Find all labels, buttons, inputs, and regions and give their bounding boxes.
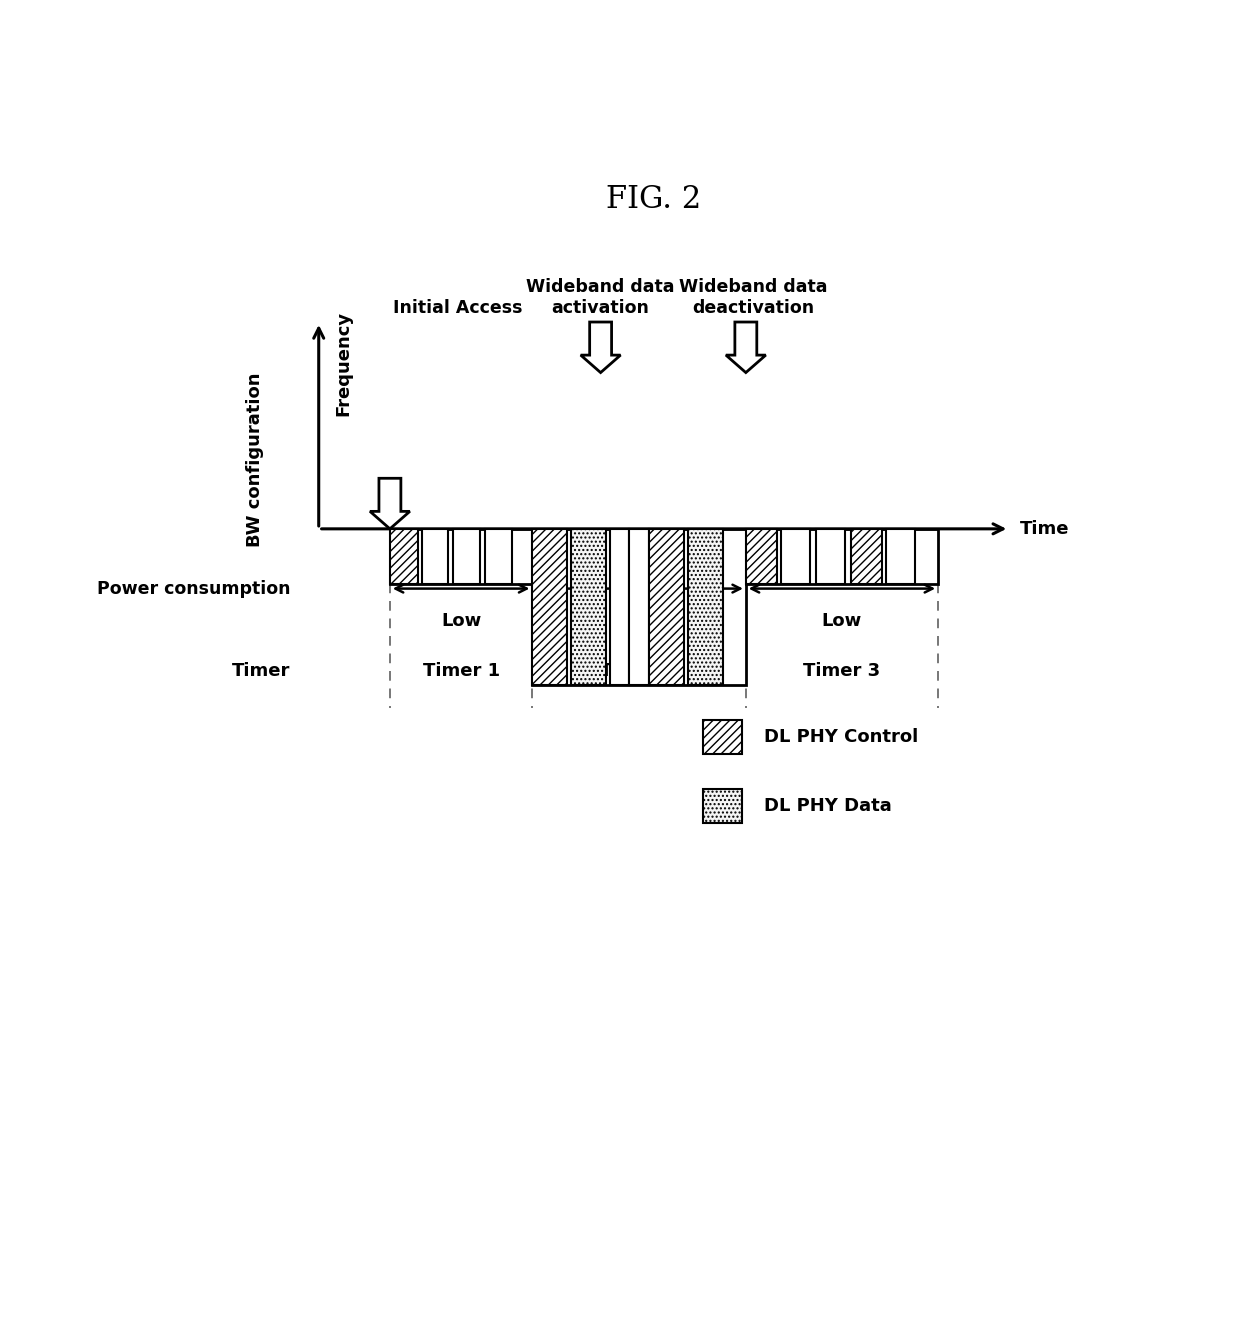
Bar (703, 788, 743, 823)
Text: Timer 2: Timer 2 (600, 662, 677, 681)
Bar (389, 529, 418, 584)
Bar (453, 529, 480, 584)
Text: Wideband data
deactivation: Wideband data deactivation (678, 278, 827, 317)
Bar (745, 529, 937, 584)
Text: Low: Low (822, 611, 862, 630)
Polygon shape (370, 478, 410, 529)
Polygon shape (725, 322, 766, 372)
Bar (630, 529, 649, 685)
Polygon shape (580, 322, 620, 372)
Bar (649, 529, 683, 685)
Text: High: High (616, 611, 662, 630)
Bar (703, 720, 743, 753)
Text: BW configuration: BW configuration (246, 372, 264, 547)
Bar (688, 529, 723, 685)
Bar (610, 529, 630, 685)
Text: Time: Time (1019, 520, 1069, 537)
Bar (851, 529, 882, 584)
Bar (816, 529, 846, 584)
Bar (572, 529, 606, 685)
Bar (422, 529, 449, 584)
Bar (389, 529, 532, 584)
Bar (745, 529, 777, 584)
Text: Timer: Timer (232, 662, 290, 681)
Text: Initial Access: Initial Access (393, 298, 523, 317)
Bar (485, 529, 512, 584)
Text: Timer 1: Timer 1 (423, 662, 500, 681)
Text: DL PHY Data: DL PHY Data (764, 796, 892, 815)
Text: FIG. 2: FIG. 2 (605, 184, 701, 215)
Text: Low: Low (441, 611, 481, 630)
Text: Power consumption: Power consumption (97, 580, 290, 598)
Bar (532, 529, 567, 685)
Text: Wideband data
activation: Wideband data activation (526, 278, 675, 317)
Text: Timer 3: Timer 3 (804, 662, 880, 681)
Text: Frequency: Frequency (335, 310, 352, 416)
Bar (781, 529, 811, 584)
Bar (532, 529, 745, 685)
Bar (885, 529, 915, 584)
Text: DL PHY Control: DL PHY Control (764, 728, 918, 745)
